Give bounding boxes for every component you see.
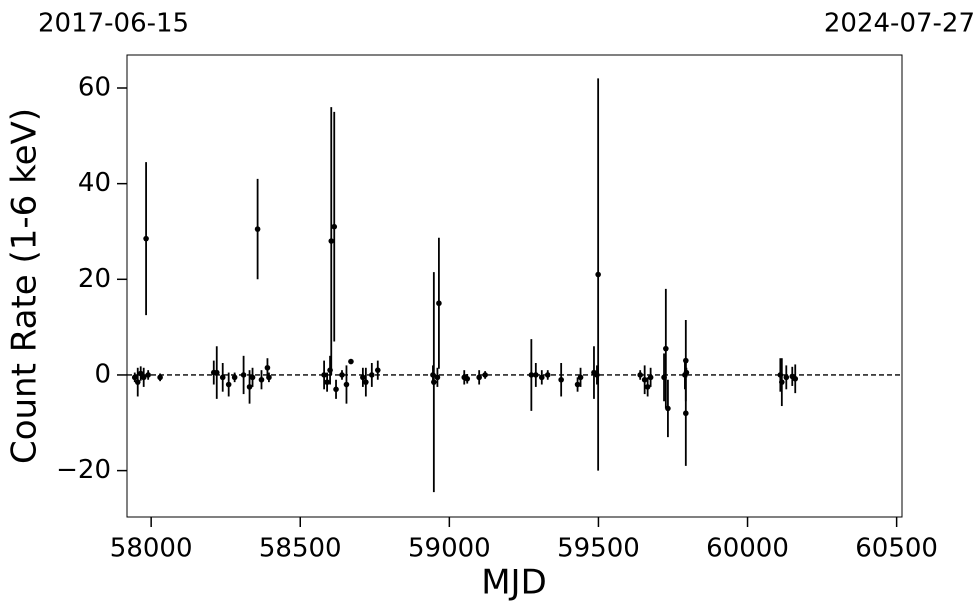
data-point <box>464 375 471 382</box>
data-point <box>258 376 265 383</box>
top-left-date: 2017-06-15 <box>38 9 189 39</box>
data-point <box>264 364 271 371</box>
data-point <box>644 384 651 390</box>
data-point <box>157 374 163 381</box>
top-right-date: 2024-07-27 <box>824 9 975 39</box>
data-point <box>476 374 482 381</box>
data-point <box>436 300 442 307</box>
data-point <box>254 226 261 232</box>
data-point <box>331 223 338 230</box>
data-point <box>131 374 138 381</box>
data-point <box>577 374 584 381</box>
data-point <box>333 386 339 393</box>
data-point <box>528 372 535 378</box>
data-point <box>143 235 149 242</box>
x-tick-label: 58000 <box>110 534 193 564</box>
data-point <box>374 367 381 373</box>
data-point <box>360 374 366 381</box>
data-point <box>145 372 151 378</box>
data-point <box>246 384 253 390</box>
data-point <box>663 345 669 352</box>
x-tick-label: 60500 <box>855 534 938 564</box>
data-point <box>434 374 441 381</box>
data-point <box>637 372 643 378</box>
y-tick-label: 0 <box>94 359 111 389</box>
y-axis-label: Count Rate (1-6 keV) <box>5 108 45 464</box>
data-point <box>249 374 256 381</box>
x-tick-label: 58500 <box>259 534 342 564</box>
data-point <box>219 374 226 381</box>
data-point <box>683 410 689 417</box>
data-point <box>266 374 272 381</box>
data-point <box>134 379 141 385</box>
data-point <box>641 376 648 383</box>
data-point <box>363 379 369 385</box>
y-tick-label: 20 <box>78 264 111 294</box>
y-tick-label: 60 <box>78 73 111 103</box>
plot-frame <box>126 54 903 518</box>
data-point <box>231 374 238 381</box>
data-point <box>482 372 488 378</box>
data-point <box>595 271 601 278</box>
data-point <box>240 372 247 378</box>
data-point <box>683 369 690 376</box>
data-point <box>792 375 799 382</box>
data-point <box>339 372 345 378</box>
data-point <box>213 369 220 376</box>
x-axis-label: MJD <box>481 563 547 603</box>
data-point <box>328 238 335 244</box>
data-point <box>544 372 551 378</box>
data-point <box>431 379 437 385</box>
data-point <box>324 379 330 385</box>
data-point <box>140 374 147 381</box>
data-point <box>783 374 790 381</box>
data-point <box>538 374 545 381</box>
data-point <box>137 370 144 377</box>
data-point <box>558 376 564 383</box>
data-point <box>348 358 354 365</box>
data-point <box>574 381 581 388</box>
y-tick-label: −20 <box>56 455 111 485</box>
data-point <box>647 374 654 381</box>
x-tick-label: 59000 <box>408 534 491 564</box>
data-point <box>225 381 232 388</box>
data-point <box>369 372 375 378</box>
x-tick-label: 59500 <box>557 534 640 564</box>
x-tick-label: 60000 <box>706 534 789 564</box>
data-point <box>533 372 539 378</box>
data-point <box>779 379 785 385</box>
data-point <box>665 405 671 412</box>
data-point <box>321 372 327 378</box>
y-tick-label: 40 <box>78 168 111 198</box>
data-point <box>343 381 350 388</box>
